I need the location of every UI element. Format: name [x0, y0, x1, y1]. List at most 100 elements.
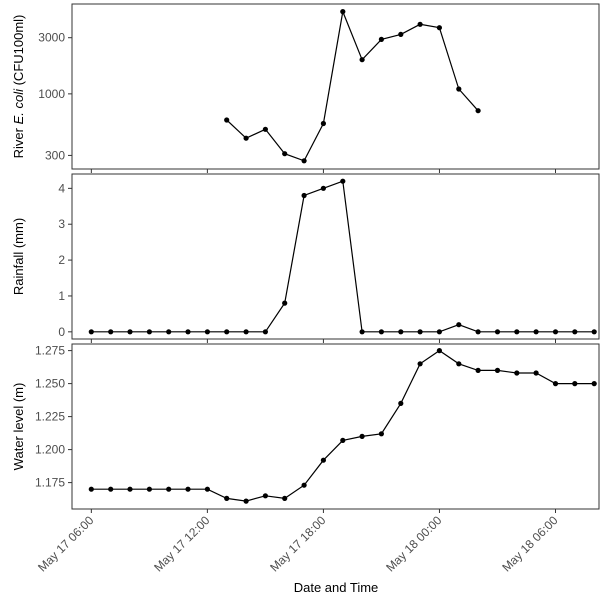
panel-water-border	[71, 343, 600, 510]
water-data-point	[166, 486, 172, 492]
rainfall-data-point	[533, 329, 539, 335]
x-tick-label: May 17 18:00	[267, 513, 329, 575]
ecoli-data-point	[262, 126, 268, 132]
water-data-point	[436, 348, 442, 354]
water-data-point	[301, 482, 307, 488]
ecoli-data-point	[398, 31, 404, 37]
rainfall-data-point	[262, 329, 268, 335]
ecoli-data-point	[359, 57, 365, 63]
ecoli-y-tick-label: 3000	[38, 31, 65, 45]
panel-ecoli-border	[71, 3, 600, 170]
rainfall-data-point	[282, 300, 288, 306]
ecoli-y-tick-label: 300	[45, 148, 65, 162]
water-data-point	[243, 498, 249, 504]
water-y-tick-label: 1.200	[35, 443, 65, 457]
water-data-point	[185, 486, 191, 492]
water-data-point	[417, 361, 423, 367]
x-axis-title: Date and Time	[294, 580, 379, 595]
water-data-point	[475, 367, 481, 373]
rainfall-data-point	[475, 329, 481, 335]
water-data-point	[514, 370, 520, 376]
water-data-point	[456, 361, 462, 367]
rainfall-data-point	[301, 192, 307, 199]
water-data-point	[146, 486, 152, 492]
water-y-tick-label: 1.275	[35, 344, 65, 358]
water-y-tick-label: 1.225	[35, 410, 65, 424]
water-data-point	[572, 381, 578, 387]
rainfall-data-point	[552, 329, 559, 335]
rainfall-data-point	[456, 322, 462, 328]
panel-rainfall-y-axis-title: Rainfall (mm)	[11, 218, 26, 295]
water-data-point	[378, 431, 384, 437]
rainfall-data-point	[88, 329, 94, 335]
panel-water-y-ticks: 1.175 1.200 1.225 1.250 1.275	[35, 344, 556, 513]
rainfall-data-point	[494, 329, 501, 335]
rainfall-data-point	[359, 329, 365, 335]
water-data-point	[591, 381, 597, 387]
rainfall-data-point	[108, 329, 114, 335]
rainfall-data-point	[146, 329, 152, 335]
rainfall-y-tick-label: 3	[58, 217, 65, 231]
ecoli-data-point	[417, 21, 423, 27]
ecoli-data-point	[378, 36, 384, 43]
water-data-point	[204, 486, 210, 492]
ylabel-italic: E. coli	[11, 88, 26, 125]
panel-rainfall: 0 1 2 3 4 Rainfall (mm)	[11, 173, 600, 343]
panel-rainfall-border	[71, 173, 600, 340]
rainfall-y-tick-label: 0	[58, 325, 65, 339]
panel-water-y-axis-title: Water level (m)	[11, 383, 26, 471]
x-tick-label: May 17 12:00	[151, 513, 213, 575]
panel-water: 1.175 1.200 1.225 1.250 1.275 Water level (m…	[11, 343, 600, 513]
water-data-point	[108, 486, 114, 492]
panel-ecoli: 300 1000 3000 River E. coli (CFU100ml)	[11, 3, 600, 173]
ecoli-data-point	[320, 120, 326, 127]
water-y-tick-label: 1.175	[35, 476, 65, 490]
ecoli-data-point	[475, 108, 481, 114]
water-data-point	[282, 495, 288, 501]
water-data-point	[533, 370, 539, 376]
water-data-point	[398, 400, 404, 406]
x-axis: May 17 06:00 May 17 12:00 May 17 18:00 May …	[35, 513, 561, 575]
panel-ecoli-series	[224, 9, 481, 164]
panel-ecoli-y-ticks: 300 1000 3000	[38, 31, 556, 173]
ecoli-data-point	[243, 135, 249, 141]
rainfall-data-point	[572, 329, 578, 335]
water-data-point	[224, 495, 230, 501]
ylabel-suffix: (CFU100ml)	[11, 15, 26, 89]
rainfall-data-point	[320, 185, 326, 191]
rainfall-data-point	[378, 329, 384, 335]
ecoli-data-point	[456, 86, 462, 92]
panel-rainfall-y-ticks: 0 1 2 3 4	[58, 181, 556, 343]
rainfall-y-tick-label: 2	[58, 253, 65, 267]
rainfall-data-point	[185, 329, 191, 335]
water-data-point	[340, 437, 346, 443]
ecoli-series-line	[226, 9, 479, 162]
ecoli-data-point	[224, 117, 230, 123]
ecoli-data-point	[301, 158, 307, 164]
rainfall-data-point	[398, 329, 404, 335]
ecoli-data-point	[340, 9, 346, 15]
water-data-point	[88, 486, 94, 492]
water-data-point	[127, 486, 133, 492]
rainfall-data-point	[127, 329, 133, 335]
rainfall-data-point	[166, 329, 172, 335]
water-data-point	[494, 367, 501, 373]
x-tick-label: May 17 06:00	[35, 513, 97, 575]
water-data-point	[359, 433, 365, 439]
ecoli-data-point	[436, 25, 442, 31]
water-data-point	[320, 457, 326, 463]
rainfall-data-point	[591, 329, 597, 335]
rainfall-series-line	[91, 180, 595, 333]
water-y-tick-label: 1.250	[35, 377, 65, 391]
x-tick-label: May 18 00:00	[383, 513, 445, 575]
rainfall-data-point	[204, 329, 210, 335]
ecoli-data-point	[282, 151, 288, 157]
rainfall-data-point	[340, 178, 346, 184]
ecoli-y-tick-label: 1000	[38, 87, 65, 101]
rainfall-data-point	[243, 329, 249, 335]
rainfall-data-point	[436, 329, 442, 335]
panel-ecoli-y-axis-title: River E. coli (CFU100ml)	[11, 15, 26, 159]
water-data-point	[262, 493, 268, 499]
rainfall-data-point	[417, 329, 423, 335]
